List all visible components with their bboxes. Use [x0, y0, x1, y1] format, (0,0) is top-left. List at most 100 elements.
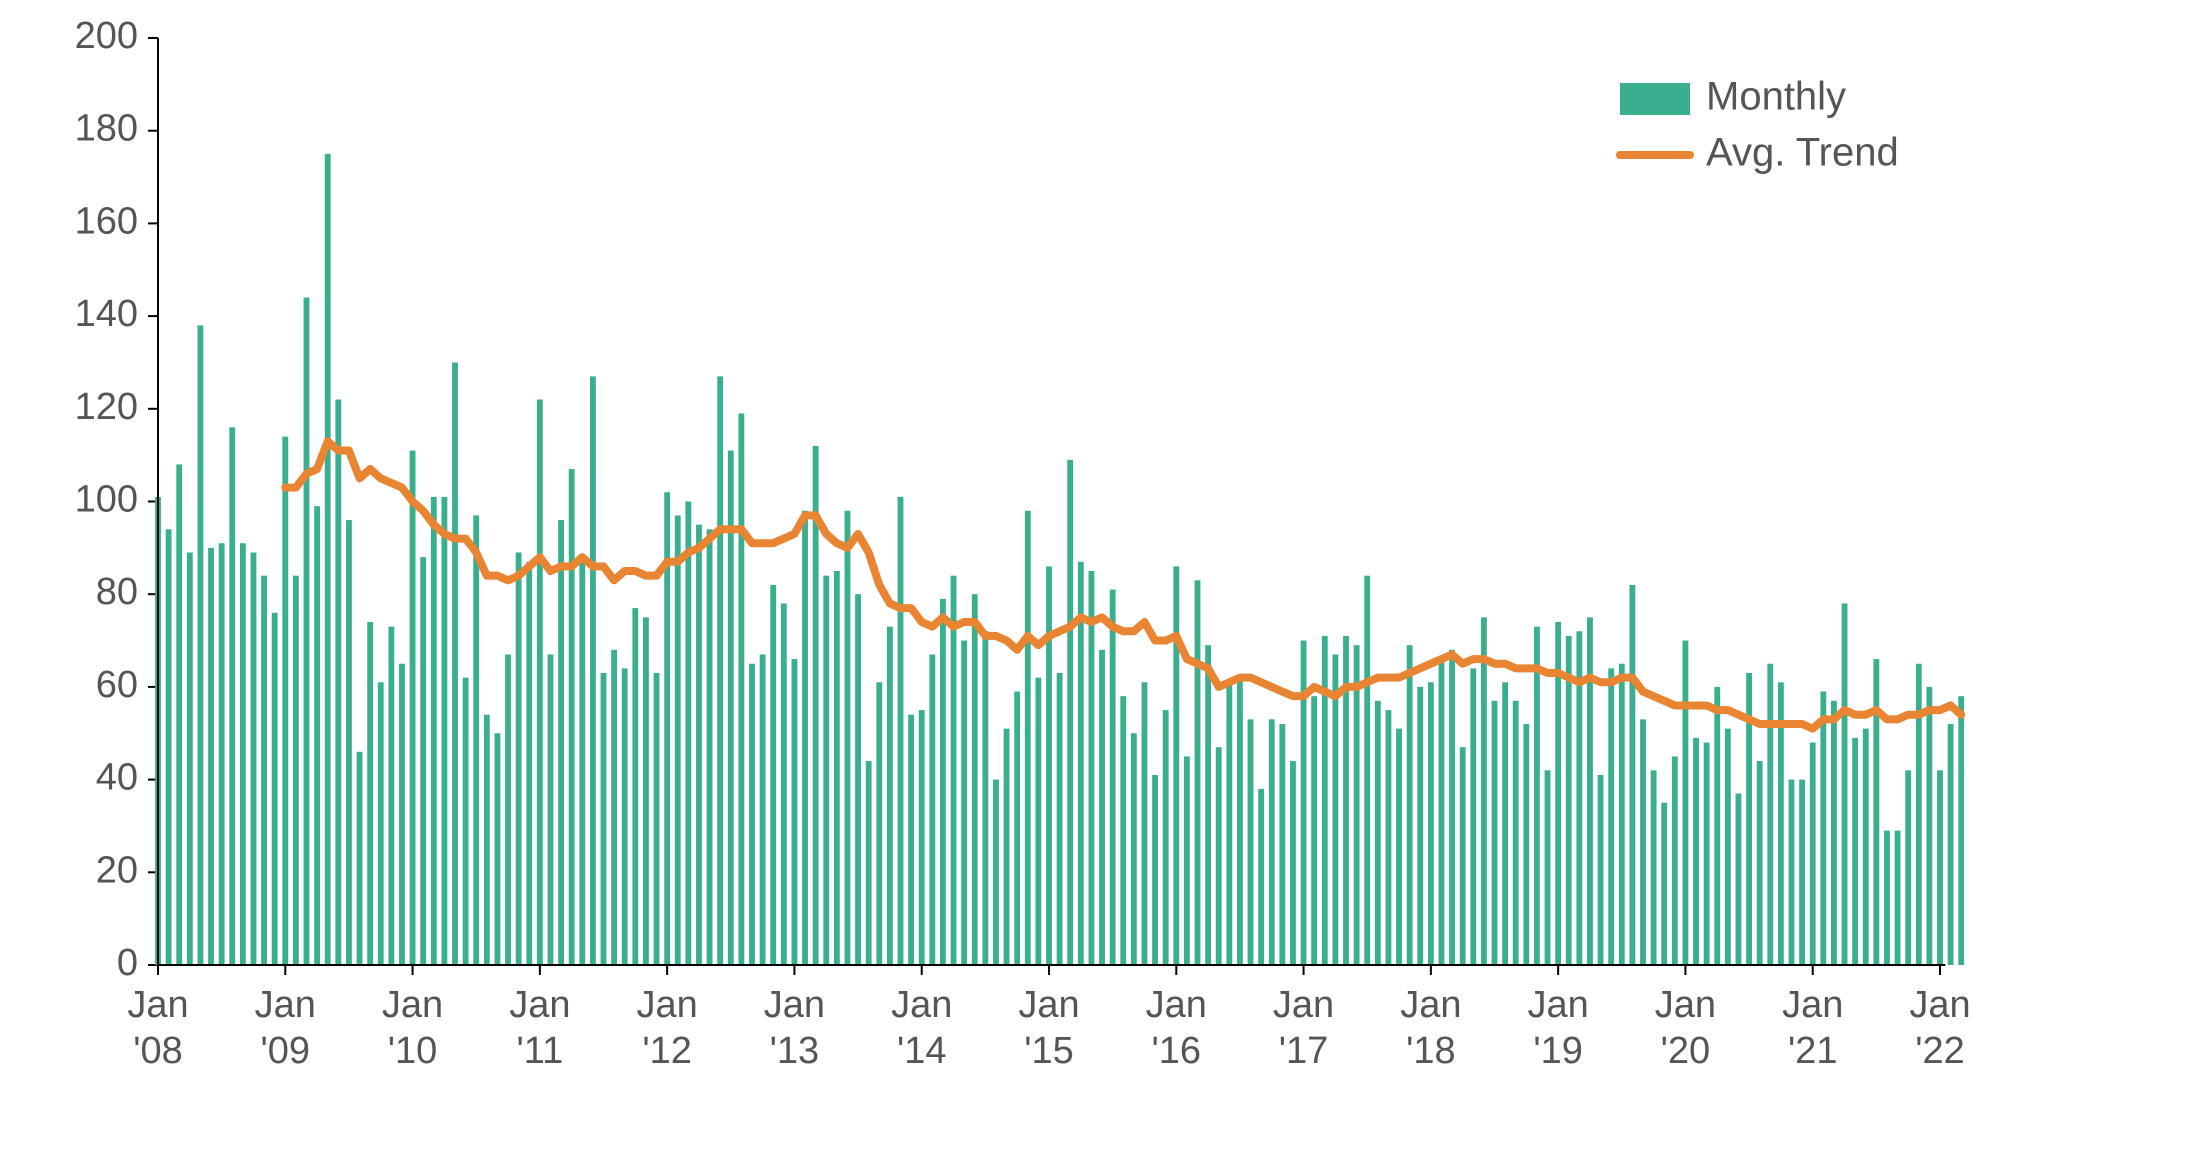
x-tick-label-top: Jan — [764, 984, 825, 1026]
x-tick-label-bottom: '20 — [1661, 1030, 1711, 1072]
bar — [1004, 729, 1010, 965]
y-tick-label: 40 — [96, 757, 138, 799]
bar — [314, 506, 320, 965]
bar — [1704, 743, 1710, 965]
bar — [495, 733, 501, 965]
bar — [399, 664, 405, 965]
bar — [654, 673, 660, 965]
bar — [1863, 729, 1869, 965]
bar — [940, 599, 946, 965]
bar — [251, 552, 257, 965]
bar — [1492, 701, 1498, 965]
bar — [1290, 761, 1296, 965]
bar — [1396, 729, 1402, 965]
bar — [1757, 761, 1763, 965]
bar — [993, 780, 999, 965]
bar — [1640, 719, 1646, 965]
x-tick-label-top: Jan — [1018, 984, 1079, 1026]
bar — [1237, 678, 1243, 965]
x-tick-label-bottom: '14 — [897, 1030, 947, 1072]
bar — [272, 613, 278, 965]
bar — [1460, 747, 1466, 965]
bar — [1354, 645, 1360, 965]
bar — [601, 673, 607, 965]
chart-container: 020406080100120140160180200Jan'08Jan'09J… — [0, 0, 2209, 1163]
y-tick-label: 100 — [75, 479, 138, 521]
bar — [770, 585, 776, 965]
legend-swatch — [1620, 83, 1690, 115]
bar — [749, 664, 755, 965]
bar — [1375, 701, 1381, 965]
x-tick-label-top: Jan — [127, 984, 188, 1026]
y-tick-label: 120 — [75, 386, 138, 428]
y-tick-label: 180 — [75, 108, 138, 150]
bar — [198, 325, 204, 965]
bar — [1035, 678, 1041, 965]
x-tick-label-top: Jan — [1400, 984, 1461, 1026]
y-tick-label: 140 — [75, 293, 138, 335]
x-tick-label-bottom: '16 — [1152, 1030, 1202, 1072]
legend-label: Monthly — [1706, 75, 1846, 119]
x-tick-label-bottom: '13 — [770, 1030, 820, 1072]
bar — [1470, 668, 1476, 965]
bar — [325, 154, 331, 965]
x-tick-label-top: Jan — [382, 984, 443, 1026]
bar — [887, 627, 893, 965]
bar — [1937, 770, 1943, 965]
bar — [1311, 696, 1317, 965]
bar — [898, 497, 904, 965]
bar — [1619, 664, 1625, 965]
bar — [219, 543, 225, 965]
bar — [1725, 729, 1731, 965]
bar — [1873, 659, 1879, 965]
x-tick-label-bottom: '10 — [388, 1030, 438, 1072]
x-tick-label-bottom: '09 — [261, 1030, 311, 1072]
x-tick-label-top: Jan — [1273, 984, 1334, 1026]
x-tick-label-bottom: '11 — [517, 1030, 564, 1072]
bar — [632, 608, 638, 965]
bar — [1884, 831, 1890, 965]
bar — [781, 603, 787, 965]
bar — [717, 376, 723, 965]
bar — [1332, 654, 1338, 965]
bar — [1502, 682, 1508, 965]
bar — [685, 502, 691, 966]
bar — [282, 437, 288, 965]
bar — [675, 515, 681, 965]
bar — [1608, 668, 1614, 965]
bar — [1428, 682, 1434, 965]
bar — [1407, 645, 1413, 965]
x-tick-label-bottom: '15 — [1024, 1030, 1074, 1072]
bar — [823, 576, 829, 965]
bar — [537, 400, 543, 965]
x-tick-label-top: Jan — [509, 984, 570, 1026]
bar — [1926, 687, 1932, 965]
y-tick-label: 20 — [96, 849, 138, 891]
x-tick-label-bottom: '17 — [1279, 1030, 1329, 1072]
bar — [1152, 775, 1158, 965]
x-tick-label-bottom: '18 — [1406, 1030, 1456, 1072]
bar — [1216, 747, 1222, 965]
bar — [1386, 710, 1392, 965]
bar — [304, 298, 310, 965]
x-tick-label-bottom: '19 — [1533, 1030, 1583, 1072]
bar — [1322, 636, 1328, 965]
x-tick-label-bottom: '08 — [133, 1030, 183, 1072]
bar — [1905, 770, 1911, 965]
bar — [951, 576, 957, 965]
bar — [357, 752, 363, 965]
bar — [1120, 696, 1126, 965]
bar — [526, 562, 532, 965]
x-tick-label-top: Jan — [1146, 984, 1207, 1026]
bar — [1661, 803, 1667, 965]
bar — [707, 529, 713, 965]
bar — [855, 594, 861, 965]
bar — [866, 761, 872, 965]
bar — [558, 520, 564, 965]
bar — [1598, 775, 1604, 965]
bar — [1916, 664, 1922, 965]
bar — [1057, 673, 1063, 965]
bar — [622, 668, 628, 965]
y-tick-label: 200 — [75, 15, 138, 57]
bar — [929, 654, 935, 965]
